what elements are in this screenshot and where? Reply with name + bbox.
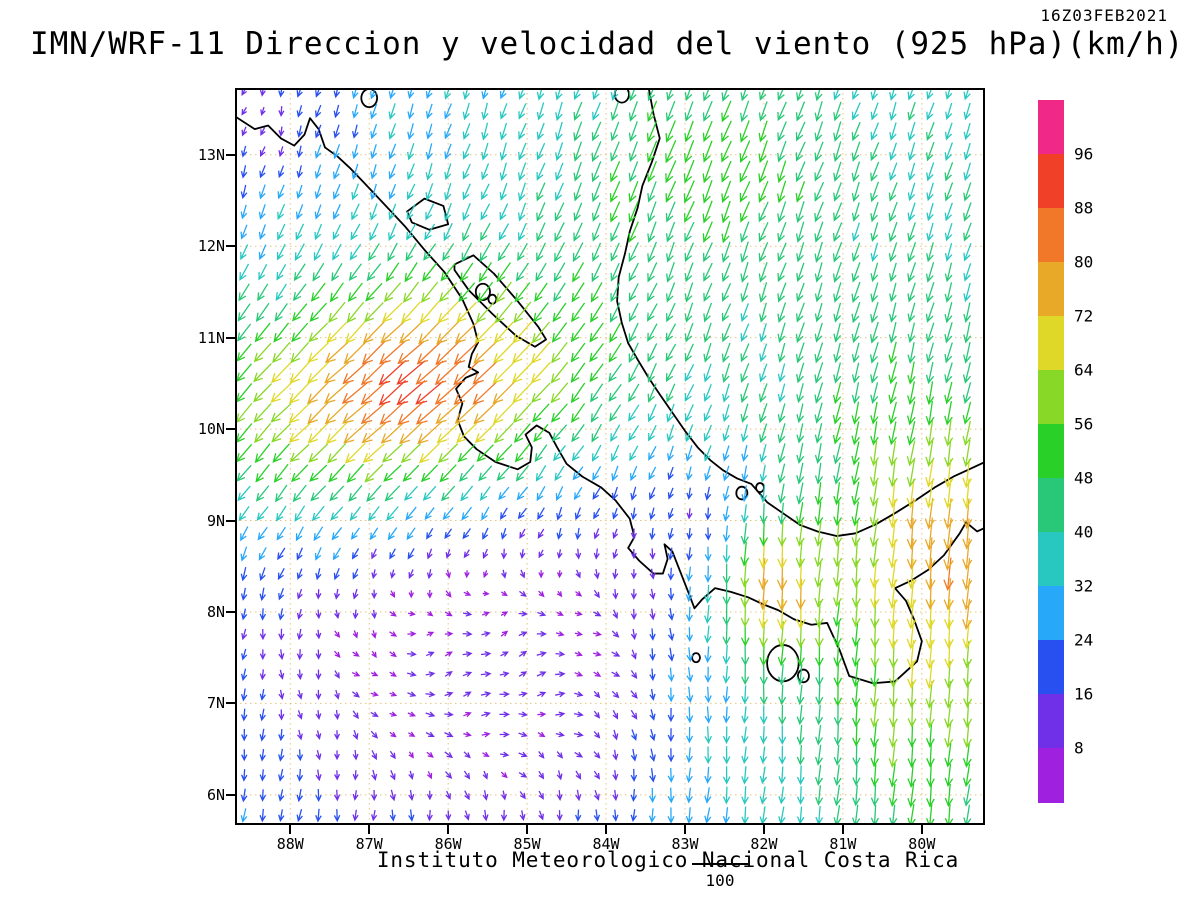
- y-axis-tick: [226, 610, 235, 613]
- y-axis-tick: [226, 428, 235, 431]
- x-axis-tick: [526, 825, 529, 834]
- x-axis-tick: [289, 825, 292, 834]
- colorbar-segment: [1038, 424, 1064, 479]
- colorbar-segment: [1038, 208, 1064, 263]
- colorbar-segment: [1038, 640, 1064, 695]
- colorbar-segment: [1038, 100, 1064, 155]
- y-axis-label-10N: 10N: [197, 420, 225, 439]
- y-axis-label-11N: 11N: [197, 328, 225, 347]
- x-axis-tick: [920, 825, 923, 834]
- colorbar-label-40: 40: [1074, 522, 1094, 542]
- x-axis-label-81W: 81W: [829, 835, 857, 853]
- colorbar-label-64: 64: [1074, 360, 1094, 380]
- colorbar-segment: [1038, 532, 1064, 587]
- y-axis-tick: [226, 336, 235, 339]
- colorbar-label-80: 80: [1074, 252, 1094, 272]
- colorbar-segment: [1038, 370, 1064, 425]
- x-axis-label-85W: 85W: [513, 835, 541, 853]
- colorbar-segment: [1038, 586, 1064, 641]
- colorbar-label-8: 8: [1074, 738, 1084, 758]
- y-axis-label-12N: 12N: [197, 237, 225, 256]
- valid-time-label: 16Z03FEB2021: [1040, 6, 1168, 25]
- x-axis-tick: [762, 825, 765, 834]
- y-axis-tick: [226, 519, 235, 522]
- y-axis-tick: [226, 245, 235, 248]
- x-axis-tick: [447, 825, 450, 834]
- colorbar-label-88: 88: [1074, 198, 1094, 218]
- x-axis-tick: [368, 825, 371, 834]
- colorbar-segment: [1038, 154, 1064, 209]
- colorbar-segment: [1038, 694, 1064, 749]
- x-axis-tick: [684, 825, 686, 834]
- x-axis-tick: [841, 825, 844, 834]
- reference-vector-label: 100: [705, 871, 735, 890]
- x-axis-label-82W: 82W: [750, 835, 778, 853]
- y-axis-label-7N: 7N: [206, 694, 225, 713]
- y-axis-tick: [226, 702, 235, 705]
- y-axis-label-13N: 13N: [197, 145, 225, 164]
- colorbar-label-48: 48: [1074, 468, 1094, 488]
- colorbar-label-96: 96: [1074, 144, 1094, 164]
- x-axis-tick: [605, 825, 608, 834]
- x-axis-label-80W: 80W: [908, 835, 936, 853]
- y-axis-label-8N: 8N: [206, 602, 225, 621]
- colorbar-label-56: 56: [1074, 414, 1094, 434]
- y-axis-label-9N: 9N: [206, 511, 225, 530]
- y-axis-label-6N: 6N: [206, 785, 225, 804]
- institute-credit: Instituto Meteorologico Nacional Costa R…: [376, 848, 960, 872]
- x-axis-label-86W: 86W: [434, 835, 462, 853]
- colorbar-segment: [1038, 478, 1064, 533]
- chart-title: IMN/WRF-11 Direccion y velocidad del vie…: [30, 26, 1185, 62]
- colorbar-label-16: 16: [1074, 684, 1094, 704]
- x-axis-label-84W: 84W: [592, 835, 620, 853]
- y-axis-tick: [226, 793, 235, 796]
- y-axis-tick: [226, 153, 235, 156]
- colorbar-segment: [1038, 748, 1064, 803]
- colorbar-label-24: 24: [1074, 630, 1094, 650]
- wind-vector-map: [235, 88, 985, 825]
- colorbar-segment: [1038, 316, 1064, 371]
- x-axis-label-88W: 88W: [276, 835, 304, 853]
- x-axis-label-83W: 83W: [671, 835, 699, 853]
- colorbar-segment: [1038, 262, 1064, 317]
- colorbar-label-72: 72: [1074, 306, 1094, 326]
- speed-colorbar: [1038, 100, 1064, 803]
- reference-vector-line: [692, 863, 748, 865]
- x-axis-label-87W: 87W: [355, 835, 383, 853]
- colorbar-label-32: 32: [1074, 576, 1094, 596]
